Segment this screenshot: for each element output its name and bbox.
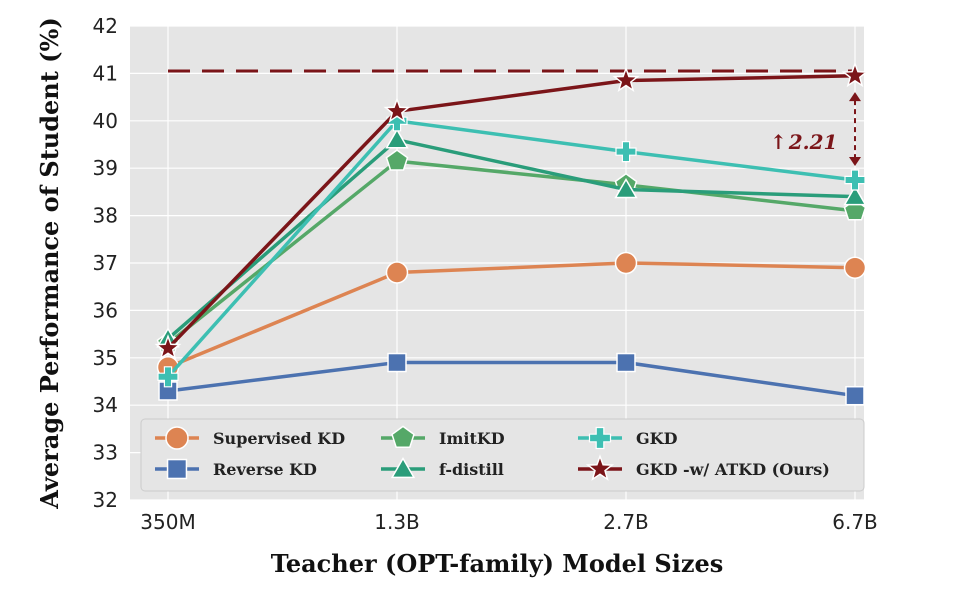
x-tick-label: 2.7B (603, 510, 649, 534)
data-point (614, 178, 638, 199)
series-reverse-kd (158, 352, 865, 406)
legend-item: ImitKD (381, 425, 505, 449)
improvement-annotation: ↑ 2.21 (770, 92, 861, 167)
legend-marker (391, 425, 415, 449)
y-axis-label: Average Performance of Student (%) (35, 17, 64, 509)
y-tick-label: 36 (93, 298, 118, 322)
annotation-text: ↑ 2.21 (770, 130, 837, 154)
series-line (166, 119, 856, 378)
data-point (843, 256, 867, 279)
y-tick-label: 32 (93, 488, 118, 512)
y-tick-label: 35 (93, 346, 118, 370)
annotation-arrow-glyph: ↑ (770, 130, 787, 154)
annotation-arrowhead-up (849, 92, 861, 102)
annotation-value: 2.21 (788, 130, 838, 154)
data-point (385, 149, 409, 171)
y-tick-label: 42 (93, 14, 118, 38)
series-line (166, 138, 856, 341)
series-line (166, 74, 856, 350)
data-point (616, 352, 636, 373)
legend-marker (390, 456, 416, 479)
x-tick-label: 1.3B (374, 510, 420, 534)
data-point (385, 128, 409, 149)
y-tick-label: 38 (93, 204, 118, 228)
legend-label: Reverse KD (213, 460, 317, 479)
legend-label: GKD (636, 429, 678, 448)
data-point (614, 251, 638, 275)
legend-item: GKD -w/ ATKD (Ours) (578, 454, 830, 481)
series-gkd-w-atkd-ours- (154, 61, 869, 360)
y-tick-label: 39 (93, 156, 118, 180)
annotation-arrowhead-down (849, 157, 861, 167)
data-point (157, 366, 179, 388)
legend-label: f-distill (439, 460, 504, 479)
y-tick-label: 33 (93, 441, 118, 465)
data-point (154, 334, 182, 360)
data-point (845, 385, 865, 406)
data-point (383, 97, 411, 123)
y-tick-label: 41 (93, 61, 118, 85)
x-axis-label: Teacher (OPT-family) Model Sizes (271, 549, 724, 578)
legend-item: Supervised KD (155, 426, 345, 450)
data-point (844, 169, 866, 191)
y-tick-label: 34 (93, 393, 118, 417)
legend-item: Reverse KD (155, 458, 317, 480)
data-point (615, 141, 637, 163)
legend-marker (585, 454, 615, 481)
series-line (167, 360, 856, 398)
series-group (154, 61, 869, 406)
legend-item: f-distill (381, 456, 504, 479)
legend-label: Supervised KD (213, 429, 345, 448)
legend-marker (166, 458, 188, 480)
series-supervised-kd (156, 251, 867, 379)
legend-item: GKD (578, 426, 678, 450)
legend-box (140, 418, 865, 492)
y-tick-label: 40 (93, 109, 118, 133)
series-line (167, 261, 856, 369)
data-point (841, 61, 869, 88)
data-point (612, 66, 640, 92)
series-line (166, 159, 856, 345)
legend-marker (165, 426, 189, 450)
data-point (385, 261, 409, 284)
legend: Supervised KD ImitKD GKD Reverse KD f-distil… (140, 418, 865, 492)
data-point (387, 352, 407, 373)
data-point (843, 185, 867, 206)
legend-label: GKD -w/ ATKD (Ours) (636, 460, 830, 479)
y-axis-ticks: 32 33 34 35 36 37 38 39 40 41 42 (93, 14, 118, 512)
legend-label: ImitKD (439, 429, 505, 448)
legend-marker (588, 426, 612, 450)
x-axis-ticks: 350M 1.3B 2.7B 6.7B (140, 510, 877, 534)
y-tick-label: 37 (93, 251, 118, 275)
x-tick-label: 6.7B (832, 510, 878, 534)
x-tick-label: 350M (140, 510, 195, 534)
